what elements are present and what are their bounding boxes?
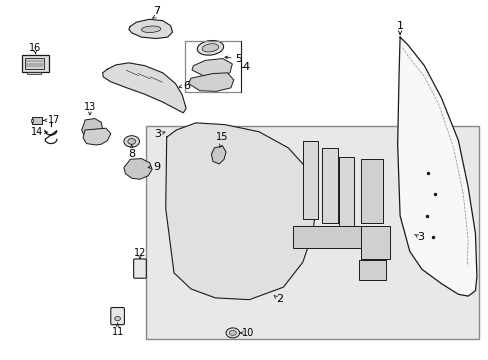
Bar	[361, 158, 382, 223]
Bar	[25, 58, 44, 69]
Ellipse shape	[141, 26, 161, 32]
Bar	[22, 55, 48, 72]
Bar	[146, 126, 478, 339]
Polygon shape	[397, 37, 476, 296]
Circle shape	[123, 136, 139, 147]
Text: 13: 13	[83, 102, 96, 112]
Polygon shape	[128, 19, 172, 39]
Polygon shape	[123, 158, 152, 179]
Circle shape	[225, 328, 239, 338]
Ellipse shape	[202, 44, 218, 52]
Polygon shape	[83, 128, 111, 145]
Text: 15: 15	[216, 132, 228, 143]
Text: 9: 9	[153, 162, 160, 172]
Bar	[358, 260, 385, 280]
Polygon shape	[102, 63, 186, 113]
Bar	[302, 141, 318, 219]
Circle shape	[115, 316, 120, 321]
Bar	[27, 72, 41, 74]
Polygon shape	[211, 146, 225, 164]
Bar	[292, 226, 366, 248]
Ellipse shape	[197, 40, 223, 55]
Circle shape	[127, 139, 135, 144]
Polygon shape	[81, 118, 102, 136]
Text: 1: 1	[396, 21, 403, 31]
Bar	[30, 118, 33, 122]
Text: 3: 3	[154, 129, 161, 139]
Text: 10: 10	[241, 328, 253, 338]
Bar	[31, 117, 42, 123]
Text: 17: 17	[47, 115, 60, 125]
Text: 3: 3	[416, 232, 423, 242]
Circle shape	[229, 330, 236, 336]
Text: 4: 4	[242, 63, 249, 72]
Polygon shape	[165, 123, 317, 300]
Bar	[339, 157, 353, 226]
Text: 12: 12	[134, 248, 146, 258]
Bar	[322, 148, 337, 223]
Polygon shape	[188, 73, 233, 91]
FancyBboxPatch shape	[111, 307, 124, 325]
Text: 8: 8	[128, 149, 135, 158]
Text: 14: 14	[30, 127, 42, 137]
Text: 5: 5	[234, 54, 241, 64]
Text: 6: 6	[183, 81, 190, 91]
Text: 11: 11	[111, 327, 123, 337]
FancyBboxPatch shape	[133, 259, 146, 278]
Text: 7: 7	[153, 6, 160, 16]
Bar	[361, 226, 389, 258]
Text: 2: 2	[275, 294, 283, 303]
Bar	[185, 41, 241, 93]
Text: 16: 16	[29, 43, 41, 53]
Polygon shape	[192, 59, 232, 76]
